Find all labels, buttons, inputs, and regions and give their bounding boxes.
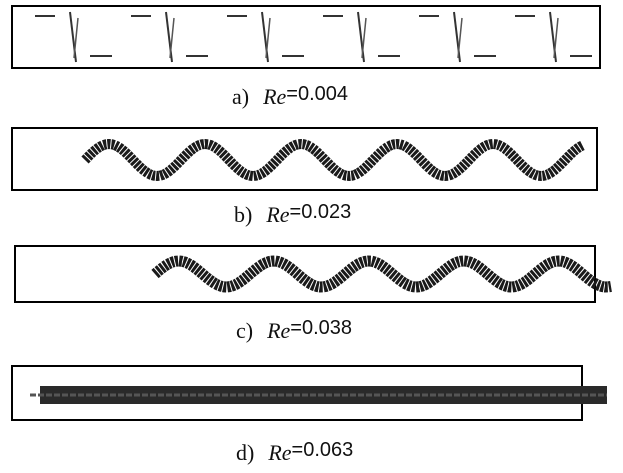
streak <box>265 17 271 59</box>
caption-value: =0.038 <box>290 317 352 339</box>
panel-b-frame <box>11 127 598 191</box>
panel-b-wave <box>81 138 586 182</box>
streak <box>553 17 559 59</box>
streak <box>169 17 175 59</box>
caption-label: a) <box>232 84 249 109</box>
streak <box>361 17 367 59</box>
caption-b: b) Re=0.023 <box>234 201 351 227</box>
streak <box>457 17 463 59</box>
caption-symbol: Re <box>267 440 291 465</box>
panel-c-wave <box>151 255 612 293</box>
caption-a: a) Re=0.004 <box>232 83 348 109</box>
caption-c: c) Re=0.038 <box>236 317 352 343</box>
caption-label: c) <box>236 318 253 343</box>
caption-value: =0.063 <box>292 439 354 461</box>
streak <box>73 17 79 59</box>
caption-label: d) <box>236 440 254 465</box>
panel-c-frame <box>14 245 596 303</box>
caption-symbol: Re <box>266 318 290 343</box>
caption-symbol: Re <box>265 202 289 227</box>
caption-symbol: Re <box>262 84 286 109</box>
panel-a-streaks <box>35 11 592 63</box>
panel-a-frame <box>11 5 601 69</box>
caption-d: d) Re=0.063 <box>236 439 353 465</box>
caption-label: b) <box>234 202 252 227</box>
caption-value: =0.023 <box>290 201 352 223</box>
caption-value: =0.004 <box>286 83 348 105</box>
